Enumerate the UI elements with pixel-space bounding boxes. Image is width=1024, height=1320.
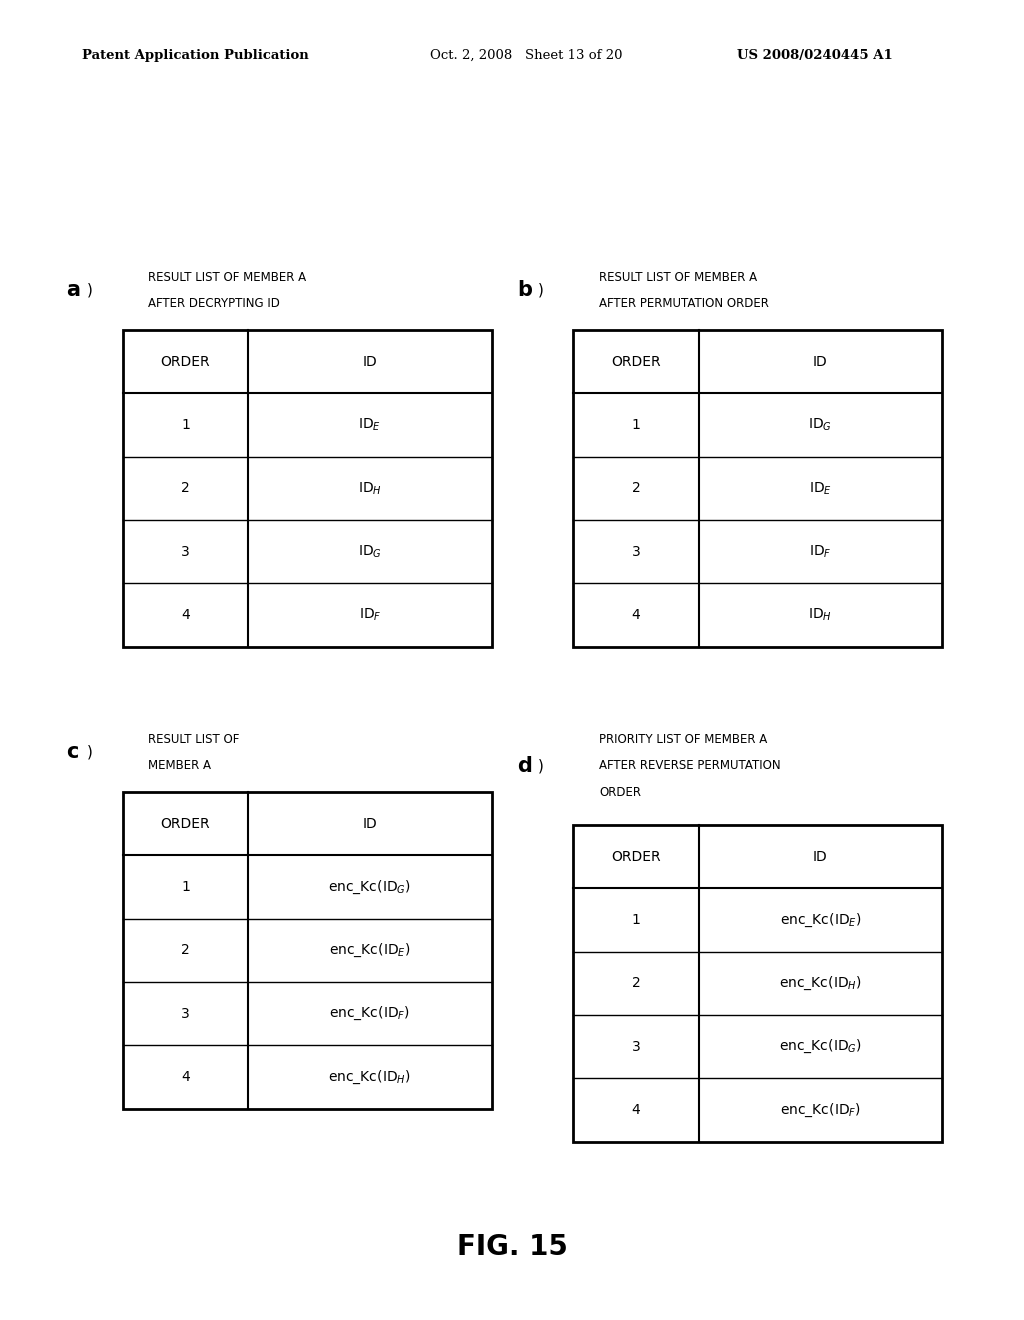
Text: ORDER: ORDER	[161, 355, 210, 368]
Text: 1: 1	[181, 880, 190, 894]
Text: enc_Kc(ID$_{E}$): enc_Kc(ID$_{E}$)	[779, 911, 861, 929]
Text: RESULT LIST OF MEMBER A: RESULT LIST OF MEMBER A	[599, 271, 757, 284]
Text: enc_Kc(ID$_{H}$): enc_Kc(ID$_{H}$)	[779, 974, 862, 993]
Text: enc_Kc(ID$_{H}$): enc_Kc(ID$_{H}$)	[329, 1068, 412, 1086]
Text: Patent Application Publication: Patent Application Publication	[82, 49, 308, 62]
Text: RESULT LIST OF MEMBER A: RESULT LIST OF MEMBER A	[148, 271, 306, 284]
Text: a: a	[67, 280, 81, 301]
Text: ID$_{E}$: ID$_{E}$	[809, 480, 831, 496]
Text: MEMBER A: MEMBER A	[148, 759, 212, 772]
Text: 1: 1	[632, 913, 641, 927]
Text: ID: ID	[813, 355, 827, 368]
Text: ): )	[538, 282, 544, 298]
Text: ID: ID	[813, 850, 827, 863]
Text: ID$_{G}$: ID$_{G}$	[808, 417, 833, 433]
Text: ): )	[87, 744, 93, 760]
Text: enc_Kc(ID$_{F}$): enc_Kc(ID$_{F}$)	[330, 1005, 411, 1023]
Text: 2: 2	[181, 482, 189, 495]
Text: PRIORITY LIST OF MEMBER A: PRIORITY LIST OF MEMBER A	[599, 733, 767, 746]
Text: ID: ID	[362, 355, 377, 368]
Text: 1: 1	[632, 418, 641, 432]
Text: 4: 4	[181, 1071, 189, 1084]
Text: 4: 4	[632, 1104, 640, 1117]
Text: ): )	[538, 758, 544, 774]
Text: ORDER: ORDER	[599, 785, 641, 799]
Text: 4: 4	[632, 609, 640, 622]
Text: 4: 4	[181, 609, 189, 622]
Text: b: b	[517, 280, 532, 301]
Bar	[123, 792, 492, 1109]
Text: AFTER REVERSE PERMUTATION: AFTER REVERSE PERMUTATION	[599, 759, 780, 772]
Bar	[573, 330, 942, 647]
Text: 3: 3	[632, 545, 640, 558]
Text: AFTER DECRYPTING ID: AFTER DECRYPTING ID	[148, 297, 281, 310]
Text: ORDER: ORDER	[161, 817, 210, 830]
Text: ID$_{G}$: ID$_{G}$	[357, 544, 382, 560]
Text: ID: ID	[362, 817, 377, 830]
Text: ORDER: ORDER	[611, 850, 660, 863]
Text: enc_Kc(ID$_{G}$): enc_Kc(ID$_{G}$)	[329, 878, 412, 896]
Text: AFTER PERMUTATION ORDER: AFTER PERMUTATION ORDER	[599, 297, 769, 310]
Text: FIG. 15: FIG. 15	[457, 1233, 567, 1262]
Text: c: c	[67, 742, 79, 763]
Text: 2: 2	[632, 977, 640, 990]
Text: 3: 3	[632, 1040, 640, 1053]
Text: enc_Kc(ID$_{F}$): enc_Kc(ID$_{F}$)	[780, 1101, 861, 1119]
Text: 1: 1	[181, 418, 190, 432]
Text: ID$_{F}$: ID$_{F}$	[358, 607, 381, 623]
Text: ): )	[87, 282, 93, 298]
Text: 3: 3	[181, 1007, 189, 1020]
Bar	[123, 330, 492, 647]
Text: enc_Kc(ID$_{E}$): enc_Kc(ID$_{E}$)	[329, 941, 411, 960]
Text: ID$_{F}$: ID$_{F}$	[809, 544, 831, 560]
Text: RESULT LIST OF: RESULT LIST OF	[148, 733, 240, 746]
Text: 3: 3	[181, 545, 189, 558]
Text: ORDER: ORDER	[611, 355, 660, 368]
Text: 2: 2	[632, 482, 640, 495]
Text: 2: 2	[181, 944, 189, 957]
Text: ID$_{H}$: ID$_{H}$	[357, 480, 382, 496]
Text: d: d	[517, 755, 532, 776]
Text: ID$_{E}$: ID$_{E}$	[358, 417, 381, 433]
Bar	[573, 825, 942, 1142]
Text: US 2008/0240445 A1: US 2008/0240445 A1	[737, 49, 893, 62]
Text: Oct. 2, 2008   Sheet 13 of 20: Oct. 2, 2008 Sheet 13 of 20	[430, 49, 623, 62]
Text: ID$_{H}$: ID$_{H}$	[808, 607, 833, 623]
Text: enc_Kc(ID$_{G}$): enc_Kc(ID$_{G}$)	[779, 1038, 862, 1056]
